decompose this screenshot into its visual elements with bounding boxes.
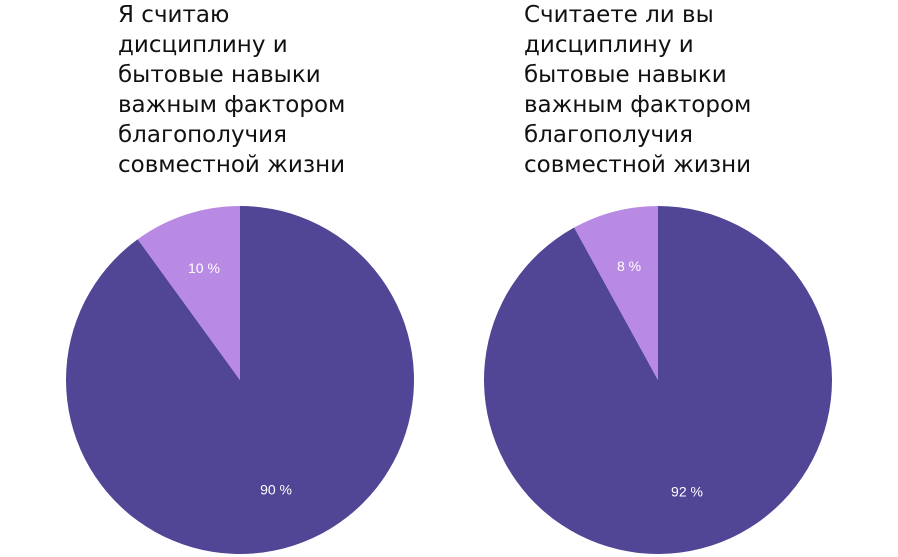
data-label: 8 %	[617, 258, 641, 274]
pie-slice	[66, 206, 415, 554]
data-label: 10 %	[188, 260, 220, 276]
chart-title: Я считаю дисциплину и бытовые навыки важ…	[118, 2, 346, 178]
chart-title: Считаете ли вы дисциплину и бытовые навы…	[524, 2, 752, 178]
pie-slice	[137, 206, 240, 380]
pie-slice	[484, 206, 833, 554]
pie-slice	[574, 206, 658, 380]
data-label: 90 %	[260, 482, 292, 498]
data-label: 92 %	[671, 484, 703, 500]
